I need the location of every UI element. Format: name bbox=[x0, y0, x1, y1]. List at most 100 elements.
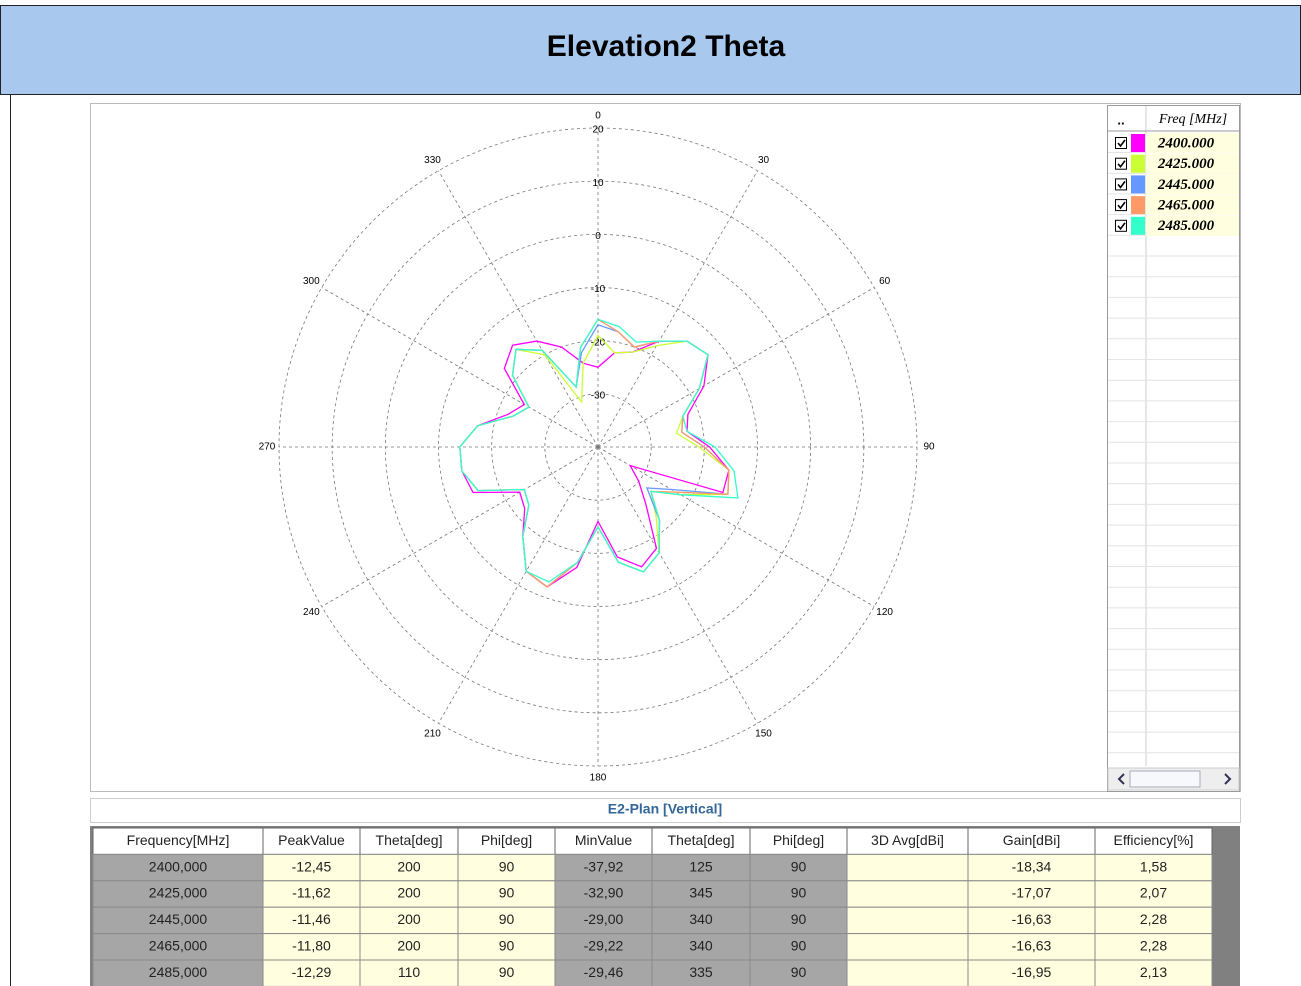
column-header: Theta[deg] bbox=[668, 832, 735, 848]
cell bbox=[457, 853, 556, 882]
cell-text: 90 bbox=[499, 885, 515, 901]
checkbox bbox=[1115, 199, 1127, 212]
scroll-thumb bbox=[1129, 770, 1201, 788]
cell-text: -17,07 bbox=[1012, 885, 1052, 901]
cell-text: 90 bbox=[791, 911, 807, 927]
cell-text: 340 bbox=[689, 938, 713, 954]
theta-tick-label: 150 bbox=[755, 728, 772, 739]
cell-text: -18,34 bbox=[1012, 858, 1052, 874]
cell bbox=[554, 853, 653, 882]
legend-swatch bbox=[1131, 196, 1145, 215]
r-tick-label: 20 bbox=[592, 125, 604, 136]
legend-label: 2445.000 bbox=[1157, 177, 1215, 193]
cell bbox=[1094, 880, 1213, 908]
theta-tick-label: 180 bbox=[590, 773, 607, 784]
cell-text: 2485,000 bbox=[149, 964, 208, 980]
cell bbox=[749, 853, 848, 882]
column-header: Phi[deg] bbox=[773, 832, 824, 848]
cell bbox=[92, 959, 264, 986]
legend-row-bg bbox=[1146, 195, 1239, 216]
cell-text: 90 bbox=[791, 964, 807, 980]
cell-text: 2,28 bbox=[1140, 911, 1167, 927]
cell-text: 2400,000 bbox=[149, 858, 208, 874]
header-cell bbox=[262, 827, 361, 855]
trace bbox=[459, 340, 730, 588]
checkmark bbox=[1117, 160, 1126, 168]
cell-text: 90 bbox=[499, 858, 515, 874]
header-band bbox=[0, 5, 1301, 95]
cell bbox=[457, 880, 556, 908]
checkmark bbox=[1117, 222, 1126, 231]
cell-text: 2,28 bbox=[1140, 938, 1167, 954]
legend-row-bg bbox=[1146, 174, 1239, 195]
header-cell bbox=[967, 827, 1096, 855]
column-header: 3D Avg[dBi] bbox=[871, 832, 944, 848]
cell-text: 2445,000 bbox=[149, 911, 208, 927]
cell-text: 90 bbox=[791, 885, 807, 901]
cell bbox=[846, 933, 969, 961]
cell-text: -29,46 bbox=[584, 964, 624, 980]
grid-spoke bbox=[597, 287, 875, 448]
cell-text: 110 bbox=[398, 964, 421, 980]
header-cell bbox=[457, 827, 556, 855]
grid-spoke bbox=[438, 170, 599, 448]
column-header: PeakValue bbox=[278, 832, 345, 848]
cell bbox=[651, 933, 751, 961]
checkmark bbox=[1117, 180, 1126, 189]
r-tick-label: 10 bbox=[592, 178, 604, 189]
theta-tick-label: 300 bbox=[303, 276, 320, 287]
checkbox bbox=[1115, 219, 1127, 232]
cell bbox=[262, 959, 361, 986]
cell-text: 345 bbox=[689, 885, 713, 901]
cell bbox=[846, 853, 969, 882]
theta-tick-label: 270 bbox=[259, 442, 276, 453]
column-header: Frequency[MHz] bbox=[127, 832, 230, 848]
cell-text: 335 bbox=[689, 964, 713, 980]
grid-spoke bbox=[438, 446, 599, 724]
cell bbox=[846, 880, 969, 908]
cell-text: 2425,000 bbox=[149, 885, 208, 901]
grid-spoke bbox=[321, 287, 599, 448]
cell bbox=[1094, 959, 1213, 986]
theta-tick-label: 240 bbox=[303, 607, 320, 618]
theta-tick-label: 120 bbox=[876, 607, 893, 618]
column-header: MinValue bbox=[575, 832, 633, 848]
cell bbox=[651, 906, 751, 935]
grid-spoke bbox=[597, 170, 758, 448]
checkbox bbox=[1115, 137, 1127, 149]
column-header: Theta[deg] bbox=[376, 832, 443, 848]
grid-spoke bbox=[321, 446, 599, 607]
cell bbox=[554, 906, 653, 935]
cell bbox=[1094, 853, 1213, 882]
cell-text: -11,46 bbox=[292, 911, 331, 927]
cell-text: 90 bbox=[791, 938, 807, 954]
cell-text: -29,00 bbox=[584, 911, 624, 927]
cell-text: 90 bbox=[499, 938, 515, 954]
header-cell bbox=[651, 827, 751, 855]
legend-header: .. bbox=[1117, 112, 1124, 127]
legend-header: Freq [MHz] bbox=[1158, 112, 1227, 127]
cell-text: -16,63 bbox=[1012, 911, 1052, 927]
cell bbox=[554, 933, 653, 961]
caption: E2-Plan [Vertical] bbox=[608, 801, 722, 817]
trace bbox=[459, 318, 739, 583]
theta-tick-label: 0 bbox=[595, 111, 601, 122]
cell-text: -12,45 bbox=[292, 858, 332, 874]
page-title: Elevation2 Theta bbox=[547, 30, 786, 63]
cell bbox=[846, 906, 969, 935]
cell bbox=[1094, 933, 1213, 961]
cell-text: 125 bbox=[689, 858, 713, 874]
legend-row-bg bbox=[1146, 133, 1239, 153]
theta-tick-label: 30 bbox=[758, 155, 770, 166]
cell-text: 200 bbox=[397, 885, 421, 901]
legend-label: 2400.000 bbox=[1157, 135, 1215, 151]
column-header: Efficiency[%] bbox=[1114, 832, 1194, 848]
column-header: Phi[deg] bbox=[481, 832, 532, 848]
cell-text: 2,13 bbox=[1140, 964, 1167, 980]
cell-text: 200 bbox=[397, 911, 421, 927]
cell-text: 90 bbox=[499, 964, 515, 980]
legend-label: 2485.000 bbox=[1157, 218, 1215, 234]
cell-text: -29,22 bbox=[584, 938, 624, 954]
cell bbox=[749, 959, 848, 986]
